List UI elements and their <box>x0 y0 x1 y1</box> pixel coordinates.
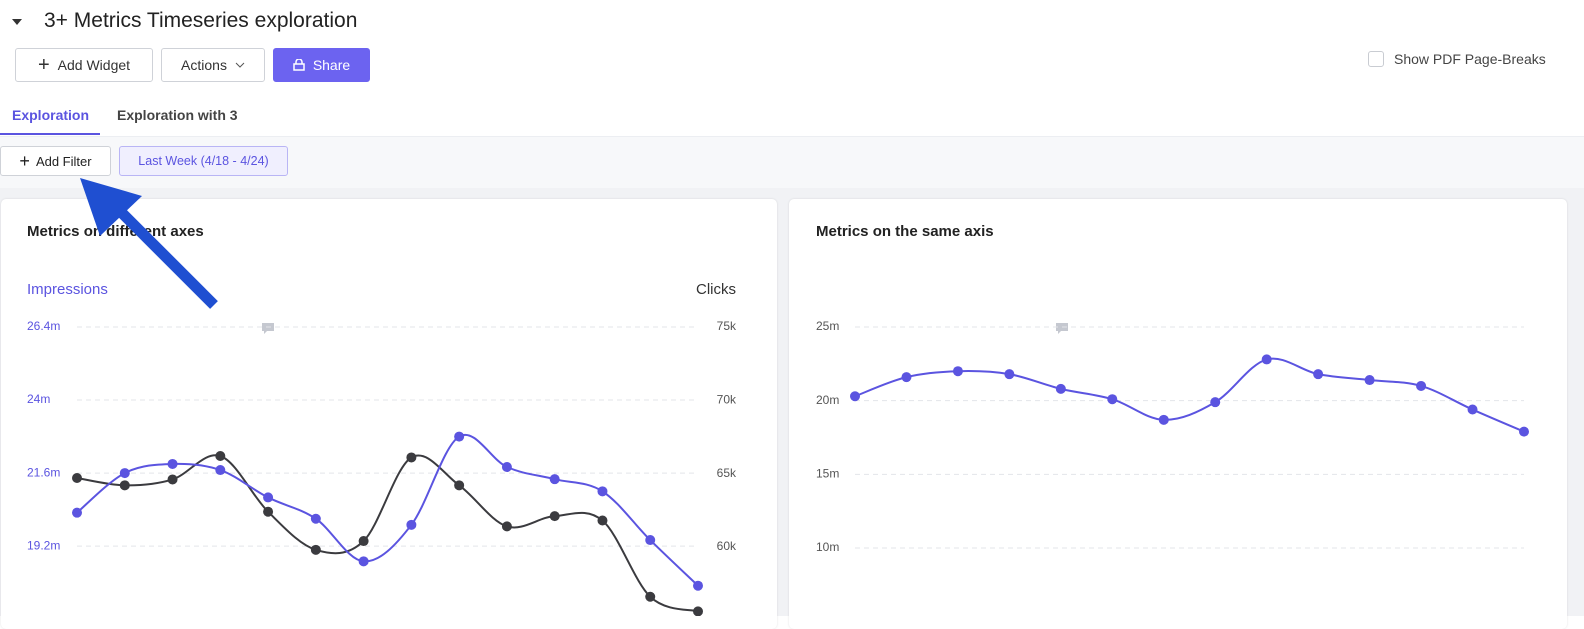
data-point <box>1004 369 1015 380</box>
data-point <box>1313 369 1324 380</box>
data-point <box>549 511 560 522</box>
lock-icon <box>293 59 305 71</box>
y-tick-label: 20m <box>816 393 839 407</box>
data-point <box>406 452 417 463</box>
data-point <box>215 451 226 462</box>
page: 3+ Metrics Timeseries exploration + Add W… <box>0 9 1584 616</box>
data-point <box>119 468 130 479</box>
chevron <box>235 62 245 68</box>
annotation-arrow <box>80 178 218 309</box>
data-point <box>850 391 860 402</box>
y-tick-label: 26.4m <box>27 319 60 333</box>
tab-underline <box>0 133 100 135</box>
y2-tick-label: 75k <box>717 319 737 333</box>
data-point <box>454 431 465 442</box>
chart-card <box>1 199 777 629</box>
dashboard-title: 3+ Metrics Timeseries exploration <box>44 9 358 32</box>
comment-icon[interactable] <box>262 323 274 334</box>
data-point <box>72 507 82 518</box>
charts: 19.2m 21.6m 24m 26.4m 60k 65k 70k 75k Clicks Impr… <box>27 178 1529 616</box>
chart-title: Metrics on different axes <box>27 223 204 240</box>
actions-button[interactable]: Actions <box>161 48 265 82</box>
axis-title: Impressions <box>27 281 108 298</box>
y-tick-label: 25m <box>816 319 839 333</box>
button-label: Add Widget <box>57 57 131 73</box>
button-label: Add Filter <box>35 153 92 169</box>
data-point <box>119 480 130 491</box>
y-tick-label: 24m <box>27 392 50 406</box>
data-point <box>597 486 608 497</box>
add-widget-button[interactable]: + Add Widget <box>15 48 153 82</box>
data-point <box>215 465 226 476</box>
data-point <box>1416 380 1427 391</box>
data-point <box>501 462 512 472</box>
data-point <box>1261 354 1272 365</box>
data-point <box>1055 383 1066 394</box>
y-tick-label: 19.2m <box>27 538 60 552</box>
share-button[interactable]: Share <box>273 48 370 82</box>
pdf-checkbox[interactable] <box>1368 51 1384 67</box>
y-tick-label: 21.6m <box>27 465 60 479</box>
data-point <box>1158 414 1169 425</box>
data-point <box>693 606 703 616</box>
series-line <box>76 433 699 587</box>
data-point <box>310 544 321 555</box>
data-point <box>1107 394 1118 405</box>
y-tick-label: 10m <box>816 540 839 554</box>
series-line <box>854 357 1525 433</box>
y-tick-label: 15m <box>816 467 839 481</box>
data-point <box>358 536 369 547</box>
data-point <box>952 366 963 377</box>
y2-tick-label: 70k <box>717 392 737 406</box>
data-point <box>358 556 369 567</box>
data-point <box>1210 397 1221 408</box>
data-point <box>1467 404 1478 415</box>
data-point <box>645 535 656 546</box>
pdf-checkbox-label: Show PDF Page-Breaks <box>1394 51 1546 67</box>
data-point <box>454 480 465 491</box>
data-point <box>901 372 912 383</box>
data-point <box>645 591 656 602</box>
data-point <box>597 515 608 526</box>
comment-icon[interactable] <box>1056 323 1068 334</box>
data-point <box>1519 426 1529 437</box>
tab[interactable]: Exploration <box>12 107 90 123</box>
data-point <box>167 474 178 485</box>
button-label: Actions <box>181 57 227 73</box>
data-point <box>263 492 274 503</box>
y2-tick-label: 65k <box>717 466 737 480</box>
date-filter[interactable]: Last Week (4/18 - 4/24) <box>119 146 288 176</box>
tab[interactable]: Exploration with 3 <box>117 107 238 123</box>
data-point <box>72 472 82 483</box>
data-point <box>501 521 512 532</box>
axis-title: Clicks <box>696 281 736 298</box>
data-point <box>549 474 560 485</box>
data-point <box>693 580 703 591</box>
chart-card <box>789 199 1567 629</box>
add-filter-button[interactable]: + Add Filter <box>0 146 111 176</box>
chart-title: Metrics on the same axis <box>816 223 994 240</box>
data-point <box>310 513 321 524</box>
data-point <box>167 458 178 469</box>
data-point <box>263 506 274 517</box>
y2-tick-label: 60k <box>717 539 737 553</box>
button-label: Share <box>312 57 351 73</box>
collapse-icon[interactable] <box>10 16 24 28</box>
data-point <box>406 519 417 530</box>
data-point <box>1364 375 1375 386</box>
